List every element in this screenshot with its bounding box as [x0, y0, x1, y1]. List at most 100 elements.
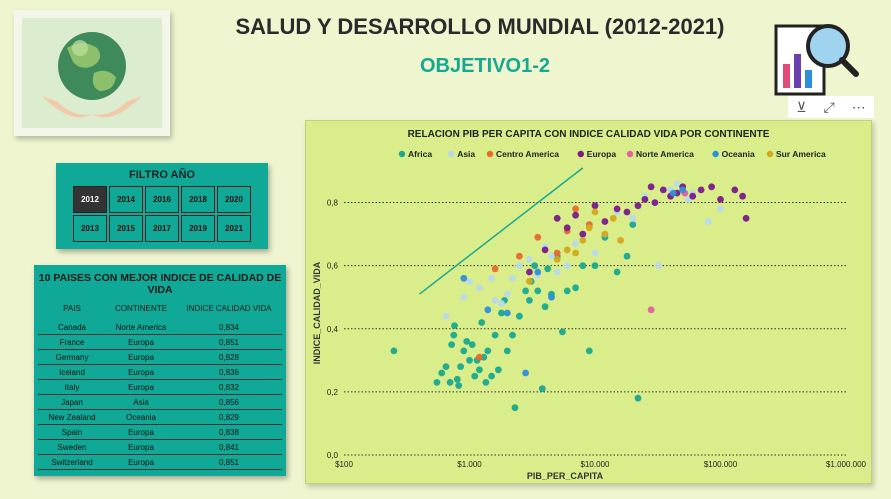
data-point [579, 237, 587, 244]
data-point [468, 341, 476, 348]
legend-label-asia: Asia [457, 149, 475, 159]
column-header-continente[interactable]: CONTINENTE [115, 304, 167, 313]
data-point [478, 319, 486, 326]
data-point [538, 385, 546, 393]
data-point [617, 237, 624, 244]
scatter-chart[interactable]: 0,0 0,2 0,4 0,6 0,8 $100 $1.000 $10.000 $100.000… [306, 121, 871, 483]
data-point [591, 208, 599, 216]
data-point [460, 293, 468, 301]
year-button-2019[interactable]: 2019 [181, 215, 215, 242]
legend-label-africa: Africa [408, 149, 432, 159]
data-point [522, 369, 529, 377]
data-point [563, 224, 571, 232]
filter-title: FILTRO AÑO [129, 169, 195, 181]
year-button-2013[interactable]: 2013 [73, 215, 107, 242]
column-header-pais[interactable]: PAIS [63, 304, 81, 313]
data-point [559, 328, 566, 336]
top-countries-table-panel: 10 PAISES CON MEJOR INDICE DE CALIDAD DE… [34, 265, 286, 476]
table-row: New Zealand Oceania 0,829 [38, 410, 282, 425]
cell-indice: 0,838 [218, 427, 240, 437]
data-point [522, 287, 529, 295]
year-button-2017[interactable]: 2017 [145, 215, 179, 242]
visual-header: ⊻ ⤢ ⋯ [788, 96, 874, 118]
cell-indice: 0,851 [218, 337, 240, 347]
x-tick-label: $10.000 [581, 460, 610, 469]
data-point [460, 347, 468, 355]
data-point [572, 284, 579, 292]
data-point [491, 331, 499, 339]
year-button-2020[interactable]: 2020 [217, 186, 251, 213]
cell-continente: Europa [128, 457, 154, 467]
cell-continente: Norte America [115, 322, 167, 332]
legend-label-oceania: Oceania [722, 149, 755, 159]
data-point [488, 372, 495, 380]
focus-mode-icon[interactable]: ⤢ [823, 98, 835, 115]
legend-marker-oceania [712, 150, 719, 158]
data-point [659, 186, 667, 194]
data-point [471, 372, 479, 380]
data-point [531, 262, 538, 270]
year-button-2014[interactable]: 2014 [109, 186, 143, 213]
data-point [484, 306, 492, 314]
data-point [526, 268, 533, 276]
report-search-icon [774, 24, 859, 96]
data-point [673, 180, 681, 187]
data-point [460, 274, 468, 282]
cell-indice: 0,841 [218, 442, 240, 452]
table-row: Iceland Europa 0,836 [38, 365, 282, 380]
data-point [669, 189, 677, 197]
table-row: Switzerland Europa 0,851 [38, 455, 282, 470]
legend-label-norte-america: Norte America [636, 149, 694, 159]
table-row: Canada Norte America 0,834 [38, 320, 282, 335]
data-point [613, 205, 621, 213]
year-button-2012[interactable]: 2012 [73, 186, 107, 213]
data-point [509, 274, 516, 282]
year-button-2015[interactable]: 2015 [109, 215, 143, 242]
data-point [548, 293, 555, 301]
cell-pais: Italy [64, 382, 80, 392]
y-tick-label: 0,4 [327, 325, 339, 334]
year-button-2021[interactable]: 2021 [217, 215, 251, 242]
data-point [466, 278, 473, 285]
year-button-2018[interactable]: 2018 [181, 186, 215, 213]
table-row: Sweden Europa 0,841 [38, 440, 282, 455]
x-tick-label: $100.000 [704, 460, 738, 469]
cell-pais: Sweden [57, 442, 87, 452]
data-point [647, 183, 655, 191]
table-row: Italy Europa 0,832 [38, 380, 282, 395]
data-point [463, 338, 471, 345]
data-point [453, 375, 461, 383]
y-tick-label: 0,0 [327, 451, 339, 460]
chart-title: RELACION PIB PER CAPITA CON INDICE CALID… [407, 129, 770, 140]
data-point [516, 262, 523, 270]
more-options-icon[interactable]: ⋯ [851, 98, 866, 115]
data-point [553, 214, 561, 222]
data-point [572, 249, 579, 257]
data-point [511, 404, 519, 412]
cell-continente: Europa [128, 382, 154, 392]
cell-indice: 0,836 [218, 367, 240, 377]
data-point [684, 196, 692, 203]
data-point [495, 366, 502, 374]
legend-label-centro-america: Centro America [496, 149, 559, 159]
y-tick-label: 0,2 [327, 388, 339, 397]
filter-icon[interactable]: ⊻ [796, 98, 807, 115]
data-point [548, 252, 555, 260]
data-point [629, 214, 637, 222]
table-header: PAIS CONTINENTE INDICE CALIDAD VIDA [38, 304, 282, 313]
table-title: 10 PAISES CON MEJOR INDICE DE CALIDAD DE… [38, 272, 282, 296]
data-point [563, 287, 571, 295]
data-point [591, 249, 599, 257]
x-tick-label: $1.000.000 [826, 460, 867, 469]
data-point [526, 256, 533, 263]
x-tick-label: $100 [335, 460, 353, 469]
cell-pais: Germany [55, 352, 89, 362]
data-point [534, 233, 542, 241]
table-row: Spain Europa 0,838 [38, 425, 282, 440]
data-point [448, 341, 455, 348]
data-point [708, 183, 715, 191]
column-header-indice[interactable]: INDICE CALIDAD VIDA [186, 304, 272, 313]
year-button-2016[interactable]: 2016 [145, 186, 179, 213]
data-point [717, 196, 724, 203]
x-tick-label: $1.000 [457, 460, 482, 469]
